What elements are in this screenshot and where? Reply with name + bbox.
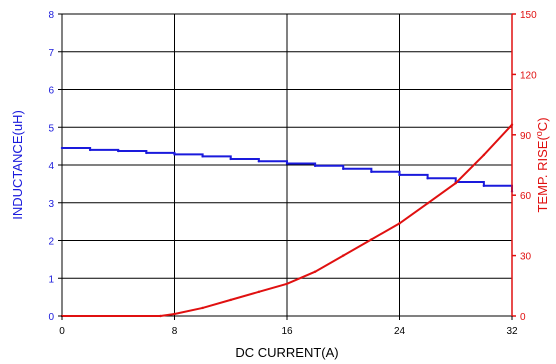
inductance-point [313, 164, 317, 167]
series-layer [60, 123, 514, 318]
temp-rise-point [173, 312, 176, 316]
x-tick-label: 0 [59, 326, 65, 337]
temp-rise-point [482, 153, 486, 157]
inductance-point [398, 173, 401, 177]
temp-rise-point [370, 238, 373, 241]
temp-rise-point [201, 306, 204, 310]
left-tick-label: 6 [48, 86, 54, 97]
temp-rise-point [342, 254, 345, 257]
left-tick-label: 2 [48, 237, 54, 248]
inductance-point [342, 167, 345, 170]
x-axis-title: DC CURRENT(A) [235, 345, 338, 360]
inductance-point [117, 149, 120, 153]
right-tick-label: 30 [520, 252, 532, 263]
inductance-point [60, 146, 64, 150]
x-tick-label: 24 [394, 326, 406, 337]
inductance-point [285, 162, 289, 165]
right-tick-label: 60 [520, 191, 532, 202]
x-tick-label: 16 [281, 326, 293, 337]
inductance-point [229, 157, 232, 161]
right-tick-label: 90 [520, 131, 532, 142]
right-tick-label: 0 [520, 312, 526, 323]
x-axis-ticks: 0 8 16 24 32 [59, 316, 518, 337]
grid [61, 13, 513, 317]
left-tick-label: 3 [48, 199, 54, 210]
left-tick-label: 1 [48, 274, 54, 285]
temp-rise-point [229, 298, 232, 302]
left-tick-label: 4 [48, 161, 54, 172]
temp-rise-point [257, 290, 261, 294]
inductance-point [145, 151, 148, 155]
temp-rise-point [285, 282, 289, 285]
temp-rise-point [159, 314, 162, 318]
inductance-point [201, 155, 204, 158]
x-tick-label: 32 [506, 326, 518, 337]
x-tick-label: 8 [172, 326, 178, 337]
inductance-point [88, 148, 92, 152]
temp-rise-point [313, 270, 317, 273]
left-tick-label: 7 [48, 48, 54, 59]
right-tick-label: 120 [520, 70, 537, 81]
left-axis-title: INDUCTANCE(uH) [10, 110, 25, 220]
left-tick-label: 0 [48, 312, 54, 323]
temp-rise-point [426, 202, 429, 205]
right-axis-title: TEMP. RISE(oC) [534, 117, 550, 212]
inductance-point [370, 170, 373, 173]
inductance-point [173, 153, 176, 156]
inductance-point [426, 177, 429, 180]
right-axis-ticks: 0 30 60 90 120 150 [511, 10, 537, 323]
temp-rise-point [398, 222, 401, 225]
inductance-point [482, 184, 486, 187]
right-tick-label: 150 [520, 10, 537, 21]
inductance-point [257, 160, 261, 163]
left-axis-ticks: 0 1 2 3 4 5 6 7 8 [48, 10, 62, 323]
left-tick-label: 8 [48, 10, 54, 21]
temp-rise-point [454, 181, 457, 185]
left-tick-label: 5 [48, 123, 54, 134]
